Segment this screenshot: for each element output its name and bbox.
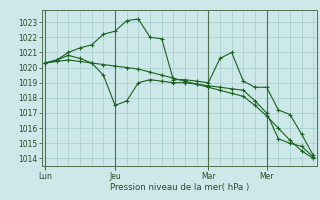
- X-axis label: Pression niveau de la mer( hPa ): Pression niveau de la mer( hPa ): [109, 183, 249, 192]
